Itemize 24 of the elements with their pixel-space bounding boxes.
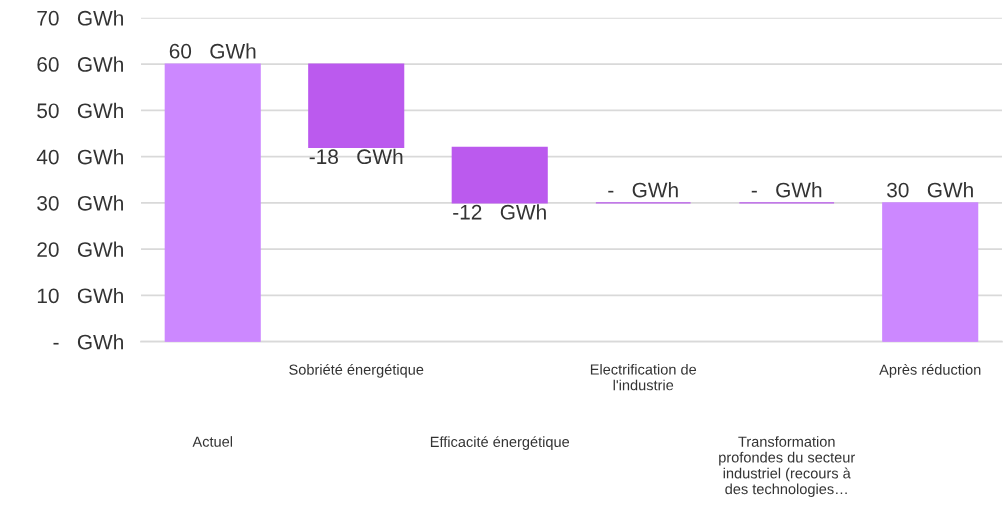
y-tick-label: 70 GWh [37, 10, 123, 26]
y-tick-label: 30 GWh [37, 195, 123, 211]
y-tick-label: - GWh [53, 334, 123, 350]
data-label: -12 GWh [453, 204, 546, 220]
bar [451, 146, 548, 204]
data-label: 30 GWh [887, 182, 973, 198]
data-label: - GWh [608, 182, 678, 198]
data-label: 60 GWh [169, 43, 256, 59]
x-tick-label: Transformation profondes du secteur industriel (recours à des technologies… [719, 436, 855, 498]
bar [308, 63, 405, 149]
x-tick-label: Electrification de l'industrie [590, 363, 697, 391]
bar [164, 63, 261, 342]
x-tick-label: Efficacité énergétique [430, 436, 570, 450]
x-tick-label: Actuel [192, 436, 233, 447]
x-tick-label: Sobriété énergétique [289, 363, 424, 378]
x-tick-label: Après réduction [879, 363, 981, 378]
y-tick-label: 20 GWh [37, 241, 123, 257]
data-label: -18 GWh [309, 148, 403, 165]
data-label: - GWh [751, 182, 822, 198]
bar [882, 202, 979, 342]
y-tick-label: 10 GWh [37, 287, 123, 304]
y-tick-label: 50 GWh [37, 102, 123, 119]
y-tick-label: 60 GWh [37, 56, 123, 72]
y-tick-label: 40 GWh [36, 149, 123, 165]
